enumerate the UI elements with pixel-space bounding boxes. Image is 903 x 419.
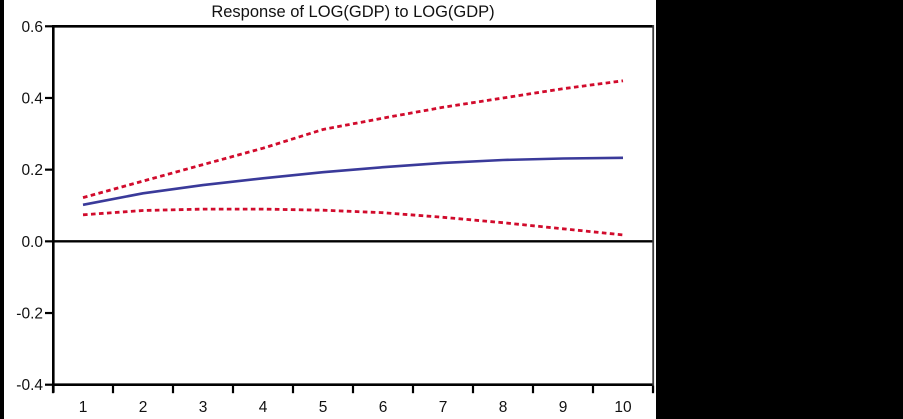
x-tick-label: 8 (499, 399, 508, 416)
y-tick-label: 0.0 (21, 234, 43, 251)
right-black-panel (656, 0, 903, 419)
chart-title: Response of LOG(GDP) to LOG(GDP) (211, 3, 495, 21)
y-tick-label: 0.2 (21, 162, 43, 179)
x-tick-label: 9 (559, 399, 568, 416)
response-line (82, 156, 624, 207)
x-tick-label: 4 (259, 399, 268, 416)
y-tick-label: -0.2 (16, 306, 43, 323)
lower-confidence-band-line (82, 207, 624, 237)
x-tick-label: 10 (614, 399, 632, 416)
x-tick-label: 7 (439, 399, 448, 416)
upper-confidence-band-line (82, 79, 624, 199)
x-tick-label: 1 (79, 399, 88, 416)
left-black-border (0, 0, 4, 419)
x-tick-label: 6 (379, 399, 388, 416)
y-tick-label: -0.4 (16, 377, 43, 394)
x-tick-label: 3 (199, 399, 208, 416)
x-tick-label: 5 (319, 399, 328, 416)
y-tick-label: 0.6 (21, 19, 43, 36)
x-tick-label: 2 (139, 399, 148, 416)
y-tick-label: 0.4 (21, 90, 43, 107)
